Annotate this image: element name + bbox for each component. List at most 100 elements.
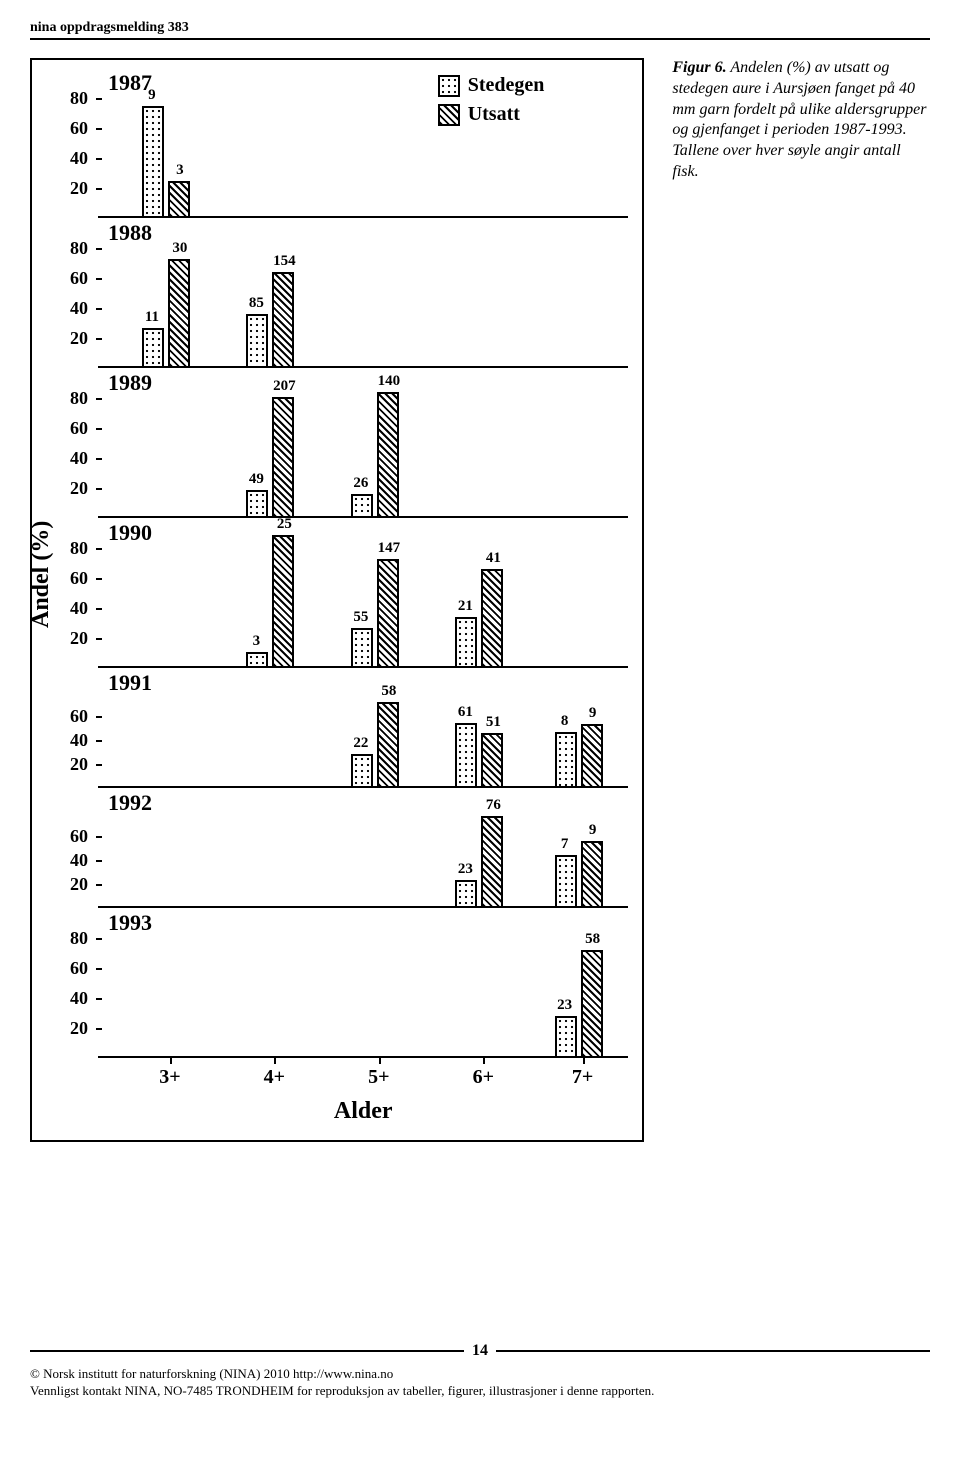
header-text: nina oppdragsmelding 383 bbox=[30, 20, 930, 40]
bar-utsatt bbox=[481, 569, 503, 668]
y-tick-label: 40 bbox=[50, 448, 88, 469]
panel-1993: 1993204060802358 bbox=[102, 908, 624, 1058]
n-label-utsatt: 51 bbox=[477, 714, 509, 731]
n-label-stedegen: 9 bbox=[138, 87, 166, 104]
y-tick-label: 80 bbox=[50, 238, 88, 259]
x-tick-label: 6+ bbox=[473, 1066, 494, 1089]
x-tick-label: 3+ bbox=[159, 1066, 180, 1089]
bar-utsatt bbox=[168, 259, 190, 369]
bar-stedegen bbox=[555, 1016, 577, 1058]
y-tick-label: 40 bbox=[50, 988, 88, 1009]
y-tick-label: 60 bbox=[50, 958, 88, 979]
bar-stedegen bbox=[555, 732, 577, 788]
x-tick-label: 4+ bbox=[264, 1066, 285, 1089]
n-label-utsatt: 207 bbox=[268, 378, 300, 395]
bar-utsatt bbox=[168, 181, 190, 219]
legend: Stedegen Utsatt bbox=[438, 74, 545, 132]
bar-utsatt bbox=[272, 272, 294, 368]
page-number: 14 bbox=[472, 1342, 488, 1360]
n-label-utsatt: 154 bbox=[268, 253, 300, 270]
y-tick-label: 40 bbox=[50, 148, 88, 169]
figure-caption: Figur 6. Andelen (%) av utsatt og stedeg… bbox=[672, 58, 930, 183]
y-tick-label: 60 bbox=[50, 568, 88, 589]
n-label-stedegen: 23 bbox=[451, 861, 479, 878]
y-tick-label: 60 bbox=[50, 268, 88, 289]
bar-utsatt bbox=[481, 816, 503, 908]
n-label-utsatt: 41 bbox=[477, 550, 509, 567]
n-label-utsatt: 58 bbox=[577, 931, 609, 948]
n-label-stedegen: 22 bbox=[347, 735, 375, 752]
y-tick-label: 40 bbox=[50, 298, 88, 319]
n-label-utsatt: 140 bbox=[373, 373, 405, 390]
n-label-stedegen: 3 bbox=[242, 633, 270, 650]
n-label-utsatt: 25 bbox=[268, 516, 300, 533]
y-tick-label: 20 bbox=[50, 874, 88, 895]
panel-1989: 1989204060804920726140 bbox=[102, 368, 624, 518]
legend-label-stedegen: Stedegen bbox=[468, 74, 545, 97]
year-label: 1992 bbox=[108, 790, 152, 816]
n-label-utsatt: 3 bbox=[164, 162, 196, 179]
n-label-utsatt: 30 bbox=[164, 240, 196, 257]
footer: 14 bbox=[30, 1342, 930, 1360]
bar-stedegen bbox=[351, 754, 373, 788]
figure-label: Figur 6. bbox=[672, 59, 726, 76]
legend-label-utsatt: Utsatt bbox=[468, 103, 520, 126]
bar-stedegen bbox=[455, 617, 477, 668]
n-label-stedegen: 23 bbox=[551, 997, 579, 1014]
n-label-stedegen: 55 bbox=[347, 609, 375, 626]
y-tick-label: 20 bbox=[50, 628, 88, 649]
bar-stedegen bbox=[555, 855, 577, 908]
copyright: © Norsk institutt for naturforskning (NI… bbox=[30, 1366, 930, 1400]
n-label-stedegen: 21 bbox=[451, 598, 479, 615]
n-label-utsatt: 76 bbox=[477, 797, 509, 814]
y-tick-label: 40 bbox=[50, 598, 88, 619]
panel-1987: 1987StedegenUtsatt2040608093 bbox=[102, 68, 624, 218]
panel-1988: 198820406080113085154 bbox=[102, 218, 624, 368]
y-tick-label: 20 bbox=[50, 1018, 88, 1039]
bar-utsatt bbox=[377, 392, 399, 518]
bar-stedegen bbox=[351, 494, 373, 518]
year-label: 1993 bbox=[108, 910, 152, 936]
bar-utsatt bbox=[377, 702, 399, 788]
copyright-line1: © Norsk institutt for naturforskning (NI… bbox=[30, 1366, 930, 1383]
n-label-utsatt: 9 bbox=[577, 822, 609, 839]
bar-stedegen bbox=[351, 628, 373, 669]
bar-utsatt bbox=[377, 559, 399, 669]
panel-1990: 199020406080325551472141 bbox=[102, 518, 624, 668]
y-tick-label: 40 bbox=[50, 850, 88, 871]
bar-utsatt bbox=[581, 724, 603, 788]
bar-stedegen bbox=[455, 880, 477, 908]
bar-utsatt bbox=[272, 397, 294, 519]
n-label-stedegen: 85 bbox=[242, 295, 270, 312]
n-label-stedegen: 61 bbox=[451, 704, 479, 721]
year-label: 1991 bbox=[108, 670, 152, 696]
page: nina oppdragsmelding 383 Andel (%) 1987S… bbox=[0, 0, 960, 1440]
year-label: 1988 bbox=[108, 220, 152, 246]
x-tick-label: 5+ bbox=[368, 1066, 389, 1089]
y-tick-label: 80 bbox=[50, 928, 88, 949]
x-axis-label: Alder bbox=[334, 1098, 393, 1125]
n-label-stedegen: 49 bbox=[242, 471, 270, 488]
legend-swatch-stedegen bbox=[438, 75, 460, 97]
chart-frame: Andel (%) 1987StedegenUtsatt204060809319… bbox=[30, 58, 644, 1142]
caption-text: Andelen (%) av utsatt og stedegen aure i… bbox=[672, 59, 926, 180]
n-label-stedegen: 11 bbox=[138, 309, 166, 326]
bar-stedegen bbox=[455, 723, 477, 788]
x-axis: Alder 3+4+5+6+7+ bbox=[102, 1058, 624, 1128]
n-label-stedegen: 7 bbox=[551, 836, 579, 853]
bar-utsatt bbox=[581, 950, 603, 1058]
legend-swatch-utsatt bbox=[438, 104, 460, 126]
y-tick-label: 60 bbox=[50, 826, 88, 847]
y-tick-label: 20 bbox=[50, 754, 88, 775]
copyright-line2: Vennligst kontakt NINA, NO-7485 TRONDHEI… bbox=[30, 1383, 930, 1400]
bar-utsatt bbox=[581, 841, 603, 908]
bar-stedegen bbox=[246, 490, 268, 519]
y-tick-label: 20 bbox=[50, 328, 88, 349]
panel-1991: 19912040602258615189 bbox=[102, 668, 624, 788]
bar-stedegen bbox=[142, 106, 164, 219]
y-tick-label: 20 bbox=[50, 178, 88, 199]
y-tick-label: 80 bbox=[50, 88, 88, 109]
n-label-utsatt: 9 bbox=[577, 705, 609, 722]
y-tick-label: 80 bbox=[50, 388, 88, 409]
figure-and-caption: Andel (%) 1987StedegenUtsatt204060809319… bbox=[30, 58, 930, 1142]
